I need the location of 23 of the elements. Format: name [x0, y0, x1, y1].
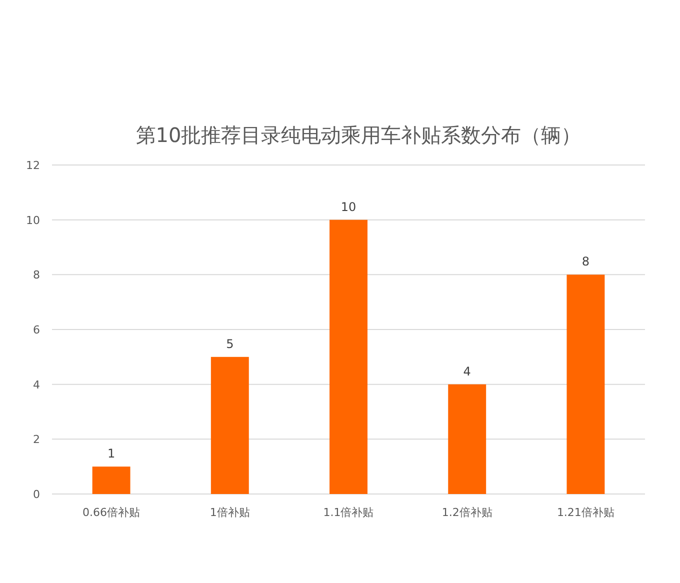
- chart-title: 第10批推荐目录纯电动乘用车补贴系数分布（辆）: [136, 123, 582, 147]
- y-tick-label: 2: [33, 433, 40, 446]
- y-tick-label: 12: [26, 159, 40, 172]
- y-tick-label: 4: [33, 378, 40, 392]
- x-tick-label: 0.66倍补贴: [82, 506, 140, 519]
- bar: [566, 274, 605, 494]
- data-label: 8: [582, 254, 590, 269]
- x-tick-label: 1倍补贴: [210, 506, 250, 519]
- data-label: 5: [226, 336, 234, 351]
- x-tick-label: 1.1倍补贴: [323, 506, 374, 519]
- bar: [92, 466, 130, 494]
- data-label: 10: [340, 200, 356, 214]
- y-tick-label: 8: [33, 268, 40, 282]
- data-label: 4: [463, 364, 471, 378]
- bar: [210, 356, 249, 494]
- bar: [448, 384, 486, 494]
- bar: [330, 220, 368, 494]
- data-label: 1: [107, 446, 116, 461]
- y-tick-label: 10: [26, 214, 40, 227]
- y-tick-label: 6: [33, 324, 40, 336]
- x-tick-label: 1.21倍补贴: [556, 506, 614, 519]
- x-tick-label: 1.2倍补贴: [442, 506, 492, 519]
- y-tick-label: 0: [33, 488, 40, 501]
